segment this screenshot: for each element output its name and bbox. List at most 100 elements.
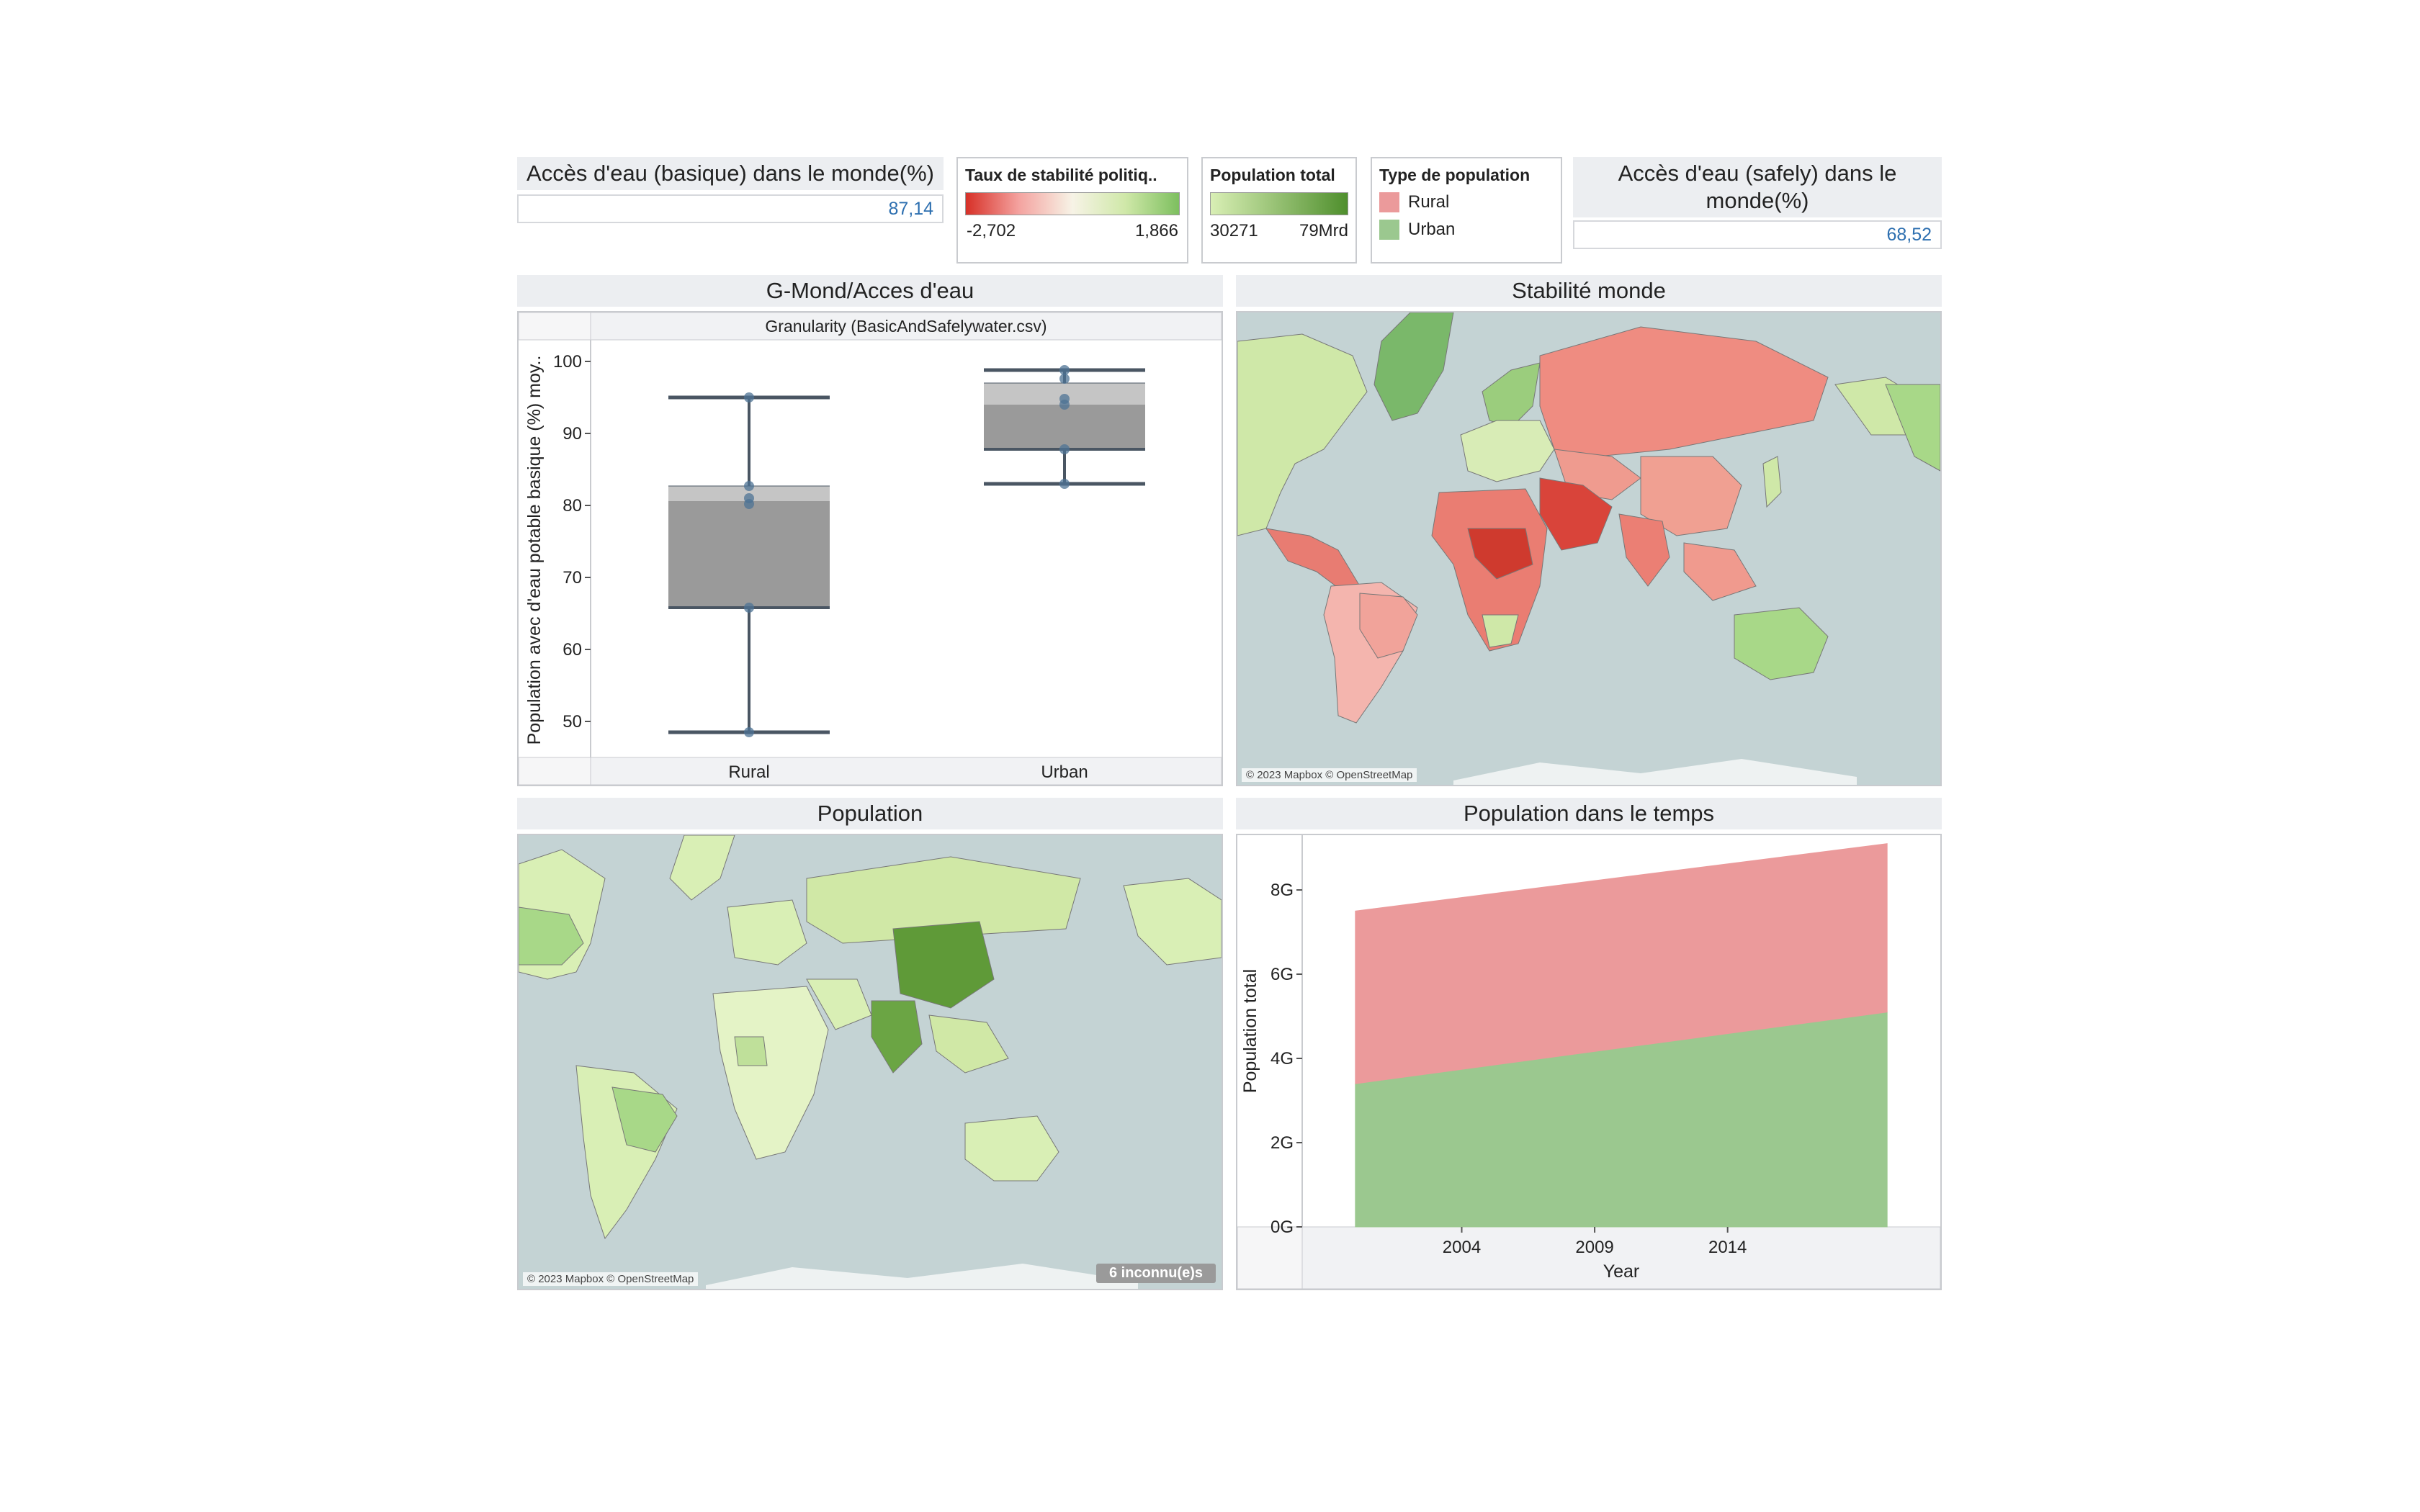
map-brazil[interactable] (1359, 593, 1418, 659)
area-y-tick-label: 4G (1270, 1049, 1294, 1068)
kpi-basic-title: Accès d'eau (basique) dans le monde(%) (517, 157, 944, 190)
map-north-america[interactable] (1237, 333, 1368, 536)
map-se-asia[interactable] (1683, 542, 1757, 601)
legend-population-min: 30271 (1210, 221, 1258, 240)
population-map-attribution[interactable]: © 2023 Mapbox © OpenStreetMap (523, 1272, 699, 1286)
kpi-safely-title-text: Accès d'eau (safely) dans le monde(%) (1618, 161, 1897, 213)
area-y-axis: 0G 2G 4G 6G 8G (1270, 881, 1302, 1237)
box-point[interactable] (1059, 394, 1070, 404)
box-point[interactable] (744, 603, 754, 613)
map-canada-east[interactable] (1885, 384, 1940, 472)
area-y-axis-label: Population total (1240, 969, 1260, 1093)
box-urban[interactable] (984, 365, 1145, 489)
map-europe[interactable] (727, 899, 807, 966)
legend-type-title: Type de population (1379, 166, 1531, 184)
map-greenland[interactable] (669, 835, 735, 901)
box-point[interactable] (1059, 374, 1070, 384)
boxplot-y-tick-label: 90 (563, 424, 582, 444)
population-map-canvas[interactable] (519, 835, 1222, 1289)
map-brazil[interactable] (611, 1086, 678, 1153)
boxplot-y-tick-label: 80 (563, 496, 582, 516)
boxplot-sheet[interactable]: Granularity (BasicAndSafelywater.csv) 50… (517, 311, 1223, 786)
map-australia[interactable] (964, 1115, 1059, 1182)
kpi-safely-value-box: 68,52 (1573, 220, 1942, 249)
stability-map-canvas[interactable] (1237, 312, 1940, 785)
panel-title-boxplot: G-Mond/Acces d'eau (517, 275, 1223, 307)
map-usa[interactable] (519, 906, 584, 966)
legend-population-max: 79Mrd (1299, 221, 1348, 240)
kpi-basic-value: 87,14 (888, 199, 933, 219)
map-antarctica (1453, 759, 1857, 785)
area-series-rural[interactable] (1355, 843, 1888, 1084)
map-greenland[interactable] (1373, 312, 1454, 421)
box-lower[interactable] (984, 405, 1145, 449)
box-point[interactable] (1059, 444, 1070, 454)
population-map[interactable]: © 2023 Mapbox © OpenStreetMap 6 inconnu(… (517, 834, 1223, 1290)
box-point[interactable] (744, 481, 754, 491)
boxplot-y-axis: 50 60 70 80 90 100 (553, 352, 591, 732)
legend-stability-min: -2,702 (967, 221, 1016, 240)
boxplot-header: Granularity (BasicAndSafelywater.csv) (765, 317, 1047, 336)
legend-type-item-urban[interactable]: Urban (1379, 220, 1561, 240)
unknown-badge[interactable]: 6 inconnu(e)s (1095, 1264, 1216, 1283)
map-scandinavia[interactable] (1482, 362, 1541, 428)
stability-map-attribution[interactable]: © 2023 Mapbox © OpenStreetMap (1242, 768, 1417, 782)
legend-type[interactable]: Type de population Rural Urban (1371, 157, 1562, 264)
kpi-basic-title-text: Accès d'eau (basique) dans le monde(%) (526, 161, 934, 186)
map-india[interactable] (871, 1000, 923, 1074)
panel-title-population-map: Population (517, 798, 1223, 829)
area-marks[interactable] (1355, 843, 1888, 1228)
kpi-safely-value: 68,52 (1886, 225, 1932, 245)
area-x-axis-label: Year (1603, 1261, 1640, 1282)
box-point[interactable] (744, 727, 754, 737)
boxplot-marks[interactable] (668, 365, 1145, 737)
panel-title-stability-map: Stabilité monde (1236, 275, 1942, 307)
map-russia[interactable] (806, 856, 1081, 944)
map-africa[interactable] (712, 986, 829, 1160)
boxplot-y-tick-label: 100 (553, 352, 582, 372)
box-point[interactable] (744, 392, 754, 402)
map-china[interactable] (1640, 456, 1742, 536)
map-japan[interactable] (1762, 456, 1782, 508)
boxplot-categories: Rural Urban (728, 762, 1088, 782)
boxplot-y-tick-label: 60 (563, 640, 582, 660)
map-alaska[interactable] (1123, 878, 1222, 966)
box-rural[interactable] (668, 392, 830, 737)
map-sahel[interactable] (1467, 528, 1533, 580)
map-china[interactable] (892, 921, 995, 1009)
panel-title-area: Population dans le temps (1236, 798, 1942, 829)
area-y-tick-label: 8G (1270, 881, 1294, 900)
legend-population-title: Population total (1210, 166, 1335, 184)
legend-population[interactable]: Population total 30271 79Mrd (1201, 157, 1357, 264)
area-sheet[interactable]: 0G 2G 4G 6G 8G 2004 2009 2014 Population total… (1236, 834, 1942, 1290)
boxplot-chart[interactable]: Granularity (BasicAndSafelywater.csv) 50… (519, 312, 1222, 785)
legend-population-gradient (1210, 192, 1348, 215)
box-lower[interactable] (668, 501, 830, 608)
stability-map[interactable]: © 2023 Mapbox © OpenStreetMap (1236, 311, 1942, 786)
box-point[interactable] (1059, 479, 1070, 489)
map-india[interactable] (1618, 513, 1670, 587)
legend-stability-title: Taux de stabilité politiq.. (965, 166, 1157, 184)
legend-stability[interactable]: Taux de stabilité politiq.. -2,702 1,866 (956, 157, 1188, 264)
map-nigeria[interactable] (734, 1036, 768, 1066)
map-middle-east[interactable] (1539, 477, 1613, 551)
area-x-tick-label: 2004 (1443, 1238, 1481, 1257)
legend-type-item-rural[interactable]: Rural (1379, 192, 1561, 212)
boxplot-category-label: Rural (728, 762, 769, 782)
legend-type-swatch-rural (1379, 192, 1399, 212)
area-y-tick-label: 0G (1270, 1218, 1294, 1237)
area-x-axis: 2004 2009 2014 (1443, 1227, 1747, 1257)
map-southern-africa[interactable] (1482, 614, 1519, 648)
box-point[interactable] (744, 493, 754, 503)
map-russia[interactable] (1539, 326, 1829, 457)
box-point[interactable] (1059, 365, 1070, 375)
area-chart[interactable]: 0G 2G 4G 6G 8G 2004 2009 2014 Population total… (1237, 835, 1940, 1289)
boxplot-y-tick-label: 70 (563, 568, 582, 588)
boxplot-y-tick-label: 50 (563, 712, 582, 732)
legend-type-label-rural: Rural (1408, 192, 1450, 212)
map-australia[interactable] (1734, 607, 1829, 680)
map-europe[interactable] (1460, 420, 1555, 482)
map-se-asia[interactable] (928, 1014, 1009, 1074)
legend-type-label-urban: Urban (1408, 220, 1456, 239)
kpi-safely-title: Accès d'eau (safely) dans le monde(%) (1573, 157, 1942, 217)
